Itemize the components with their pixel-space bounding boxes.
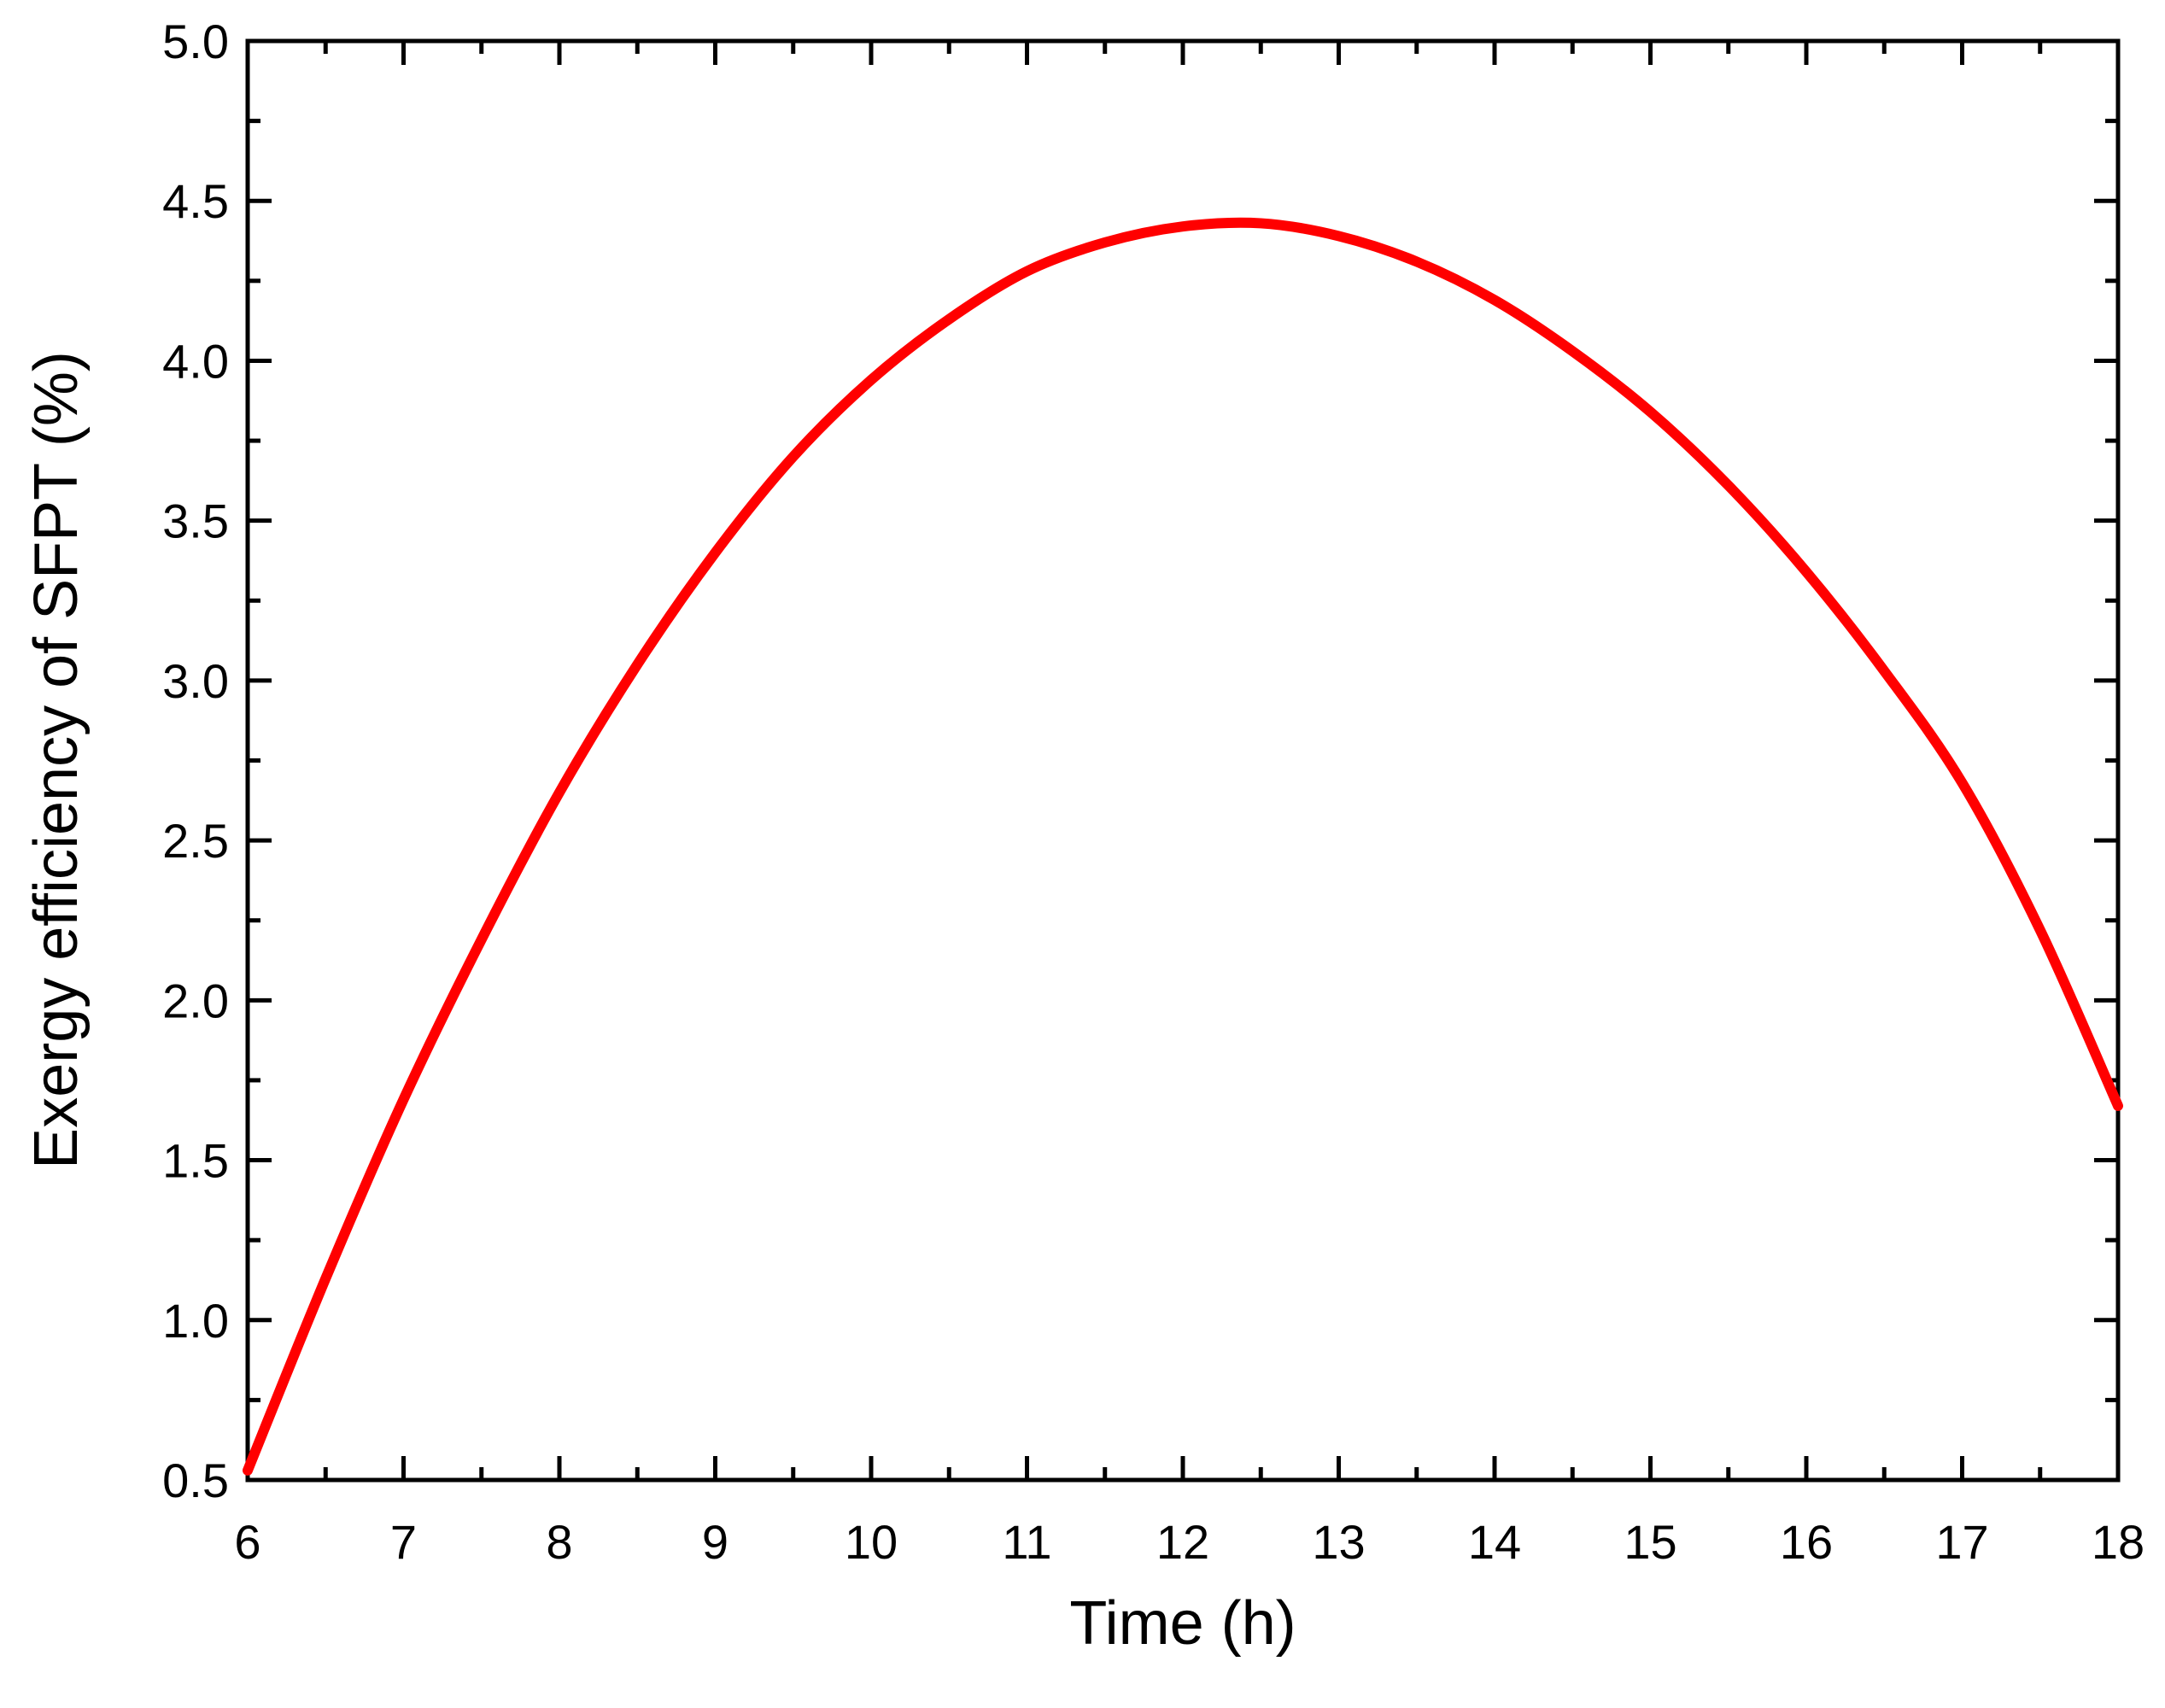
x-tick-label: 8	[546, 1515, 572, 1569]
x-tick-label: 10	[845, 1515, 898, 1569]
x-tick-label: 17	[1935, 1515, 1988, 1569]
y-tick-label: 0.5	[162, 1454, 229, 1507]
axis-ticks	[245, 38, 2121, 1483]
x-tick-label: 15	[1624, 1515, 1676, 1569]
y-tick-label: 3.5	[162, 494, 229, 548]
y-tick-label: 4.5	[162, 174, 229, 228]
x-tick-label: 9	[702, 1515, 728, 1569]
x-tick-label: 16	[1780, 1515, 1833, 1569]
x-tick-label: 12	[1156, 1515, 1209, 1569]
x-tick-label: 14	[1468, 1515, 1521, 1569]
y-axis-title: Exergy efficiency of SFPT (%)	[22, 351, 91, 1169]
plot-frame	[245, 38, 2121, 1483]
x-tick-labels: 6 7 8 9 10 11 12 13 14 15 16 17 18	[234, 1515, 2145, 1569]
y-tick-label: 4.0	[162, 334, 229, 388]
x-tick-label: 7	[390, 1515, 417, 1569]
y-tick-label: 3.0	[162, 654, 229, 708]
y-tick-label: 2.5	[162, 814, 229, 868]
x-tick-label: 6	[234, 1515, 260, 1569]
y-tick-label: 5.0	[162, 15, 229, 68]
x-tick-label: 18	[2092, 1515, 2145, 1569]
x-tick-label: 11	[1002, 1515, 1051, 1569]
y-tick-label: 2.0	[162, 974, 229, 1027]
y-tick-labels: 0.5 1.0 1.5 2.0 2.5 3.0 3.5 4.0 4.5 5.0	[162, 15, 229, 1507]
y-tick-label: 1.0	[162, 1294, 229, 1348]
x-tick-label: 13	[1312, 1515, 1365, 1569]
y-tick-label: 1.5	[162, 1134, 229, 1188]
x-axis-title: Time (h)	[1069, 1589, 1296, 1658]
series-line	[243, 217, 2123, 1476]
